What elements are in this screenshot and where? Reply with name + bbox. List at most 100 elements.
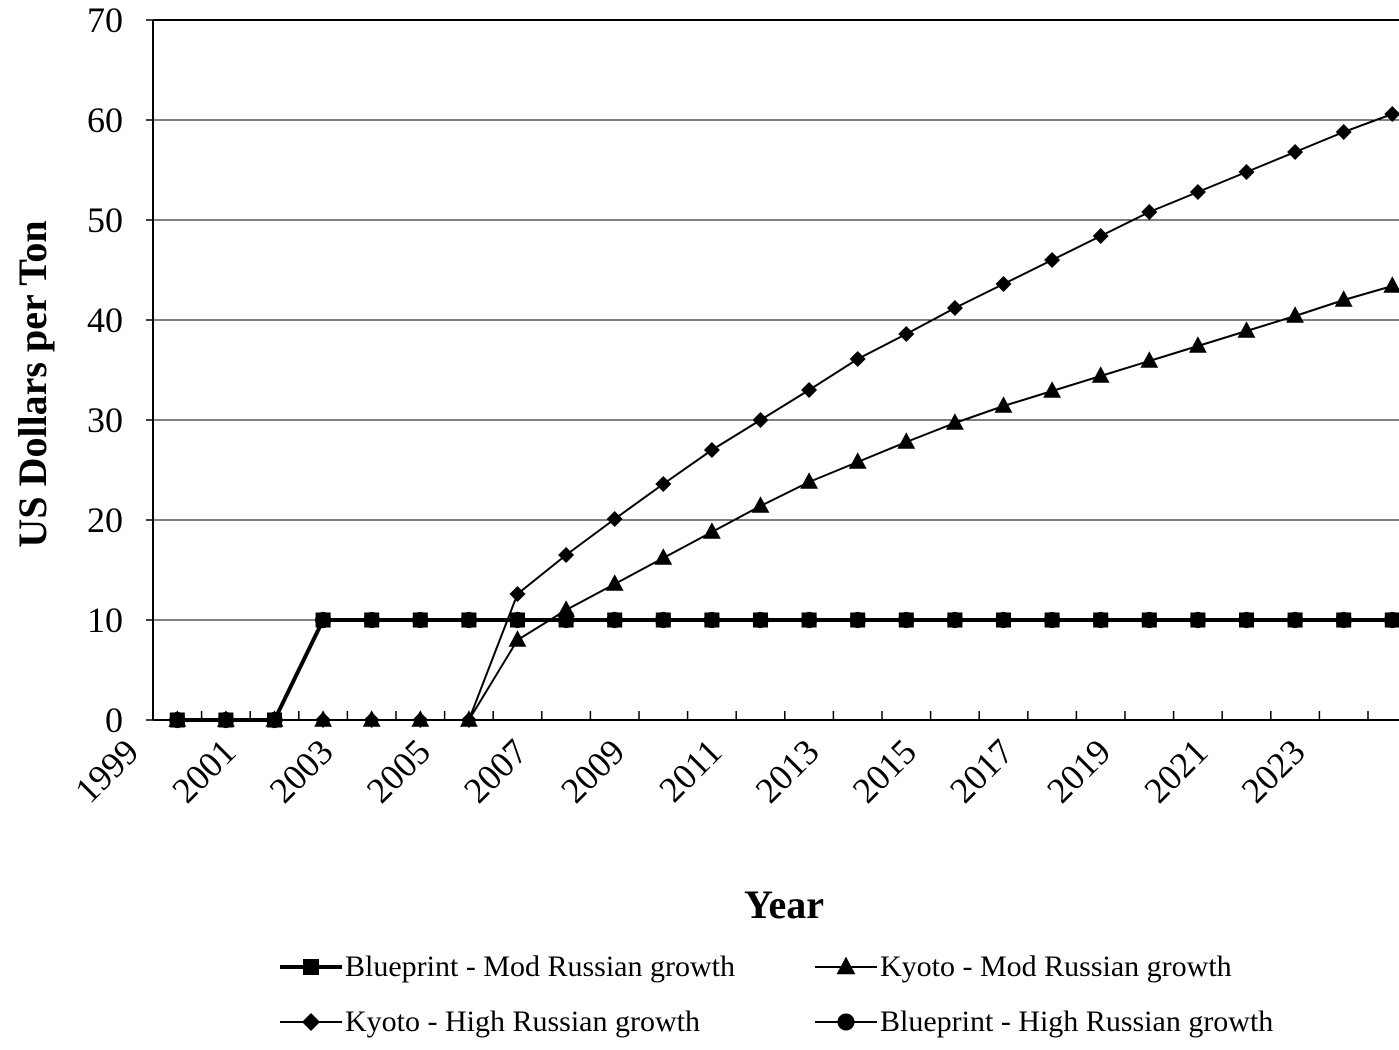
legend-marker (303, 959, 319, 975)
data-point (1188, 336, 1207, 353)
legend-marker (836, 956, 856, 975)
y-tick-label: 50 (87, 200, 123, 240)
series-line (177, 285, 1393, 721)
data-point (1043, 381, 1062, 398)
x-tick-label: 2009 (553, 731, 632, 810)
data-point (606, 511, 623, 527)
data-point (1092, 228, 1109, 244)
x-tick-label: 2021 (1136, 731, 1215, 810)
series-triangle (168, 276, 1399, 727)
x-tick-label: 2013 (748, 731, 827, 810)
series-line (177, 619, 1393, 721)
y-tick-label: 60 (87, 100, 123, 140)
legend-item: Blueprint - High Russian growth (815, 1005, 1273, 1038)
x-tick-label: 2003 (262, 731, 341, 810)
data-point (751, 496, 770, 513)
data-point (655, 476, 672, 492)
legend-marker (837, 1013, 855, 1031)
legend-item: Kyoto - High Russian growth (280, 1005, 700, 1038)
data-point (1237, 321, 1256, 338)
data-point (605, 574, 624, 591)
data-point (849, 351, 866, 367)
data-point (1336, 612, 1352, 628)
data-point (1335, 124, 1352, 140)
data-point (1044, 612, 1060, 628)
x-tick-label: 2019 (1039, 731, 1118, 810)
x-tick-label: 1999 (67, 731, 146, 810)
data-point (801, 612, 817, 628)
legend: Blueprint - Mod Russian growth Kyoto - Mo… (280, 950, 1273, 1038)
series-circle (169, 611, 1399, 729)
legend-label: Blueprint - Mod Russian growth (345, 950, 735, 983)
x-tick-label: 2017 (942, 731, 1021, 810)
data-point (898, 326, 915, 342)
series-line (177, 618, 1393, 722)
data-point (1286, 306, 1305, 323)
data-point (655, 612, 671, 628)
legend-label: Kyoto - Mod Russian growth (880, 950, 1232, 983)
data-point (314, 710, 333, 727)
data-point (558, 612, 574, 628)
data-point (1093, 612, 1109, 628)
data-point (1287, 612, 1303, 628)
data-point (510, 612, 525, 628)
legend-item: Blueprint - Mod Russian growth (280, 950, 735, 983)
series-group (168, 106, 1399, 729)
series-square (169, 612, 1399, 728)
data-point (1091, 366, 1110, 383)
data-point (654, 548, 673, 565)
data-point (752, 412, 769, 428)
data-point (945, 413, 964, 430)
data-point (702, 522, 721, 539)
data-point (315, 612, 331, 628)
data-point (459, 710, 478, 727)
data-point (1141, 204, 1158, 220)
series-line (177, 113, 1393, 721)
data-point (1287, 144, 1304, 160)
x-tick-label: 2015 (845, 731, 924, 810)
data-point (1044, 252, 1061, 268)
data-point (848, 452, 867, 469)
x-tick-label: 2005 (359, 731, 438, 810)
data-point (704, 612, 720, 628)
data-point (996, 612, 1011, 628)
data-point (412, 612, 428, 628)
data-point (994, 396, 1013, 413)
data-point (1334, 290, 1353, 307)
x-tick-label: 2023 (1234, 731, 1313, 810)
data-point (753, 612, 768, 628)
legend-item: Kyoto - Mod Russian growth (815, 950, 1232, 983)
data-point (558, 547, 575, 563)
x-axis-title: Year (744, 882, 824, 927)
data-point (607, 612, 623, 628)
data-point (509, 586, 526, 602)
data-point (1239, 612, 1254, 628)
y-tick-label: 70 (87, 0, 123, 40)
data-point (850, 612, 866, 628)
data-point (703, 442, 720, 458)
y-tick-label: 30 (87, 400, 123, 440)
gridlines (153, 19, 1399, 621)
data-point (801, 382, 818, 398)
x-axis-ticks: 1999 2001 2003 2005 2007 2009 2011 2013 2015 2017… (67, 711, 1369, 811)
data-point (800, 472, 819, 489)
y-axis-title: US Dollars per Ton (10, 220, 55, 547)
data-point (898, 612, 914, 628)
legend-label: Kyoto - High Russian growth (345, 1005, 700, 1038)
y-tick-label: 40 (87, 300, 123, 340)
legend-marker (302, 1013, 320, 1031)
y-tick-label: 20 (87, 500, 123, 540)
data-point (947, 612, 963, 628)
data-point (1140, 351, 1159, 368)
data-point (1383, 276, 1399, 293)
data-point (1189, 184, 1206, 200)
data-point (1141, 612, 1157, 628)
x-tick-label: 2011 (651, 731, 729, 809)
data-point (1190, 612, 1206, 628)
data-point (1384, 612, 1399, 628)
data-point (897, 432, 916, 449)
data-point (508, 630, 527, 647)
data-point (362, 710, 381, 727)
y-tick-label: 0 (105, 700, 123, 740)
